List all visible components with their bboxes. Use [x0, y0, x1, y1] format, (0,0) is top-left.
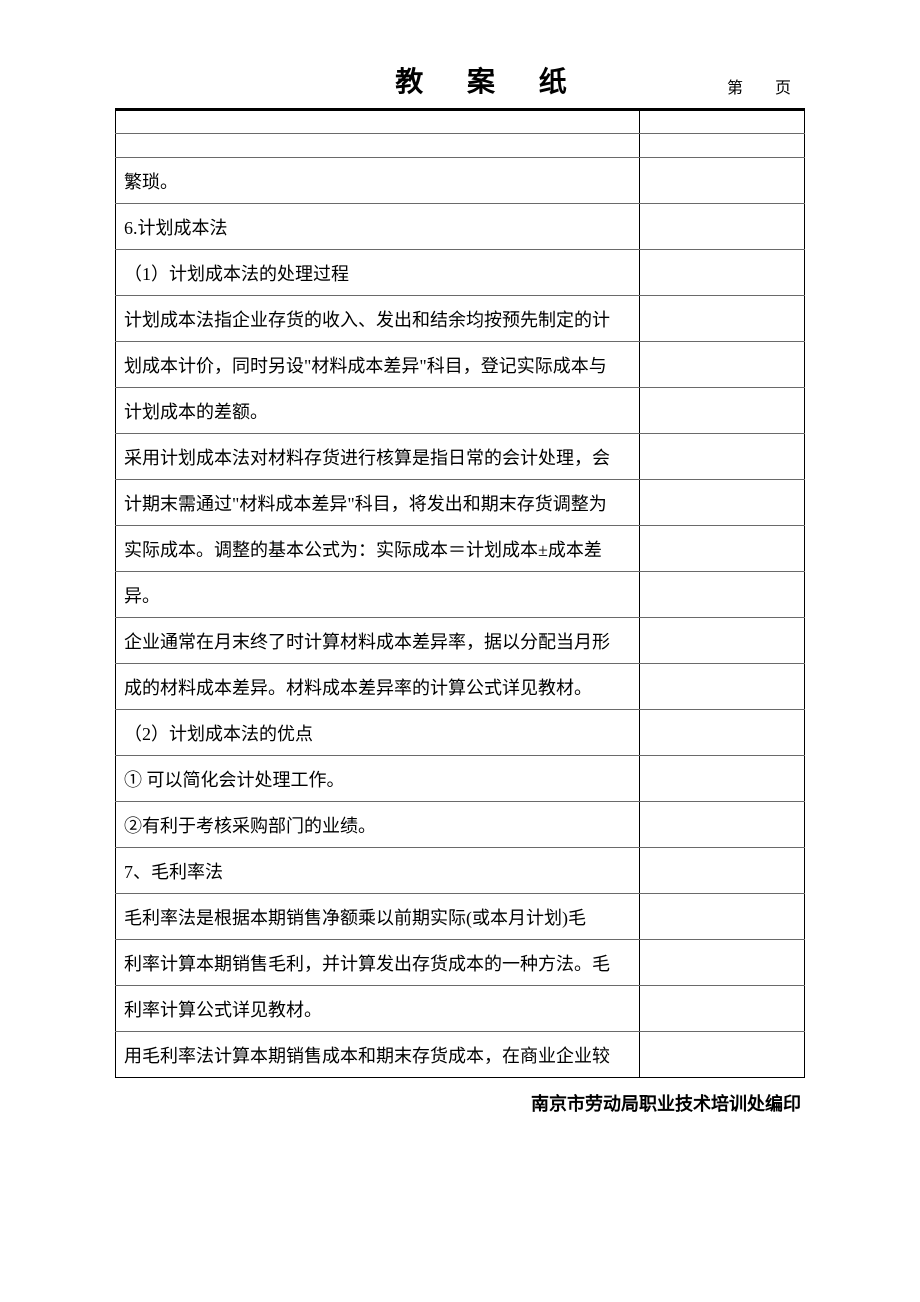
footer-text: 南京市劳动局职业技术培训处编印	[115, 1090, 805, 1116]
side-cell	[639, 342, 804, 388]
main-cell: 计划成本的差额。	[116, 388, 640, 434]
side-cell	[639, 894, 804, 940]
table-row	[116, 110, 805, 134]
main-cell: 成的材料成本差异。材料成本差异率的计算公式详见教材。	[116, 664, 640, 710]
side-cell	[639, 664, 804, 710]
main-cell: 用毛利率法计算本期销售成本和期末存货成本，在商业企业较	[116, 1032, 640, 1078]
table-row: 异。	[116, 572, 805, 618]
side-cell	[639, 158, 804, 204]
table-row: 6.计划成本法	[116, 204, 805, 250]
table-row: ① 可以简化会计处理工作。	[116, 756, 805, 802]
main-cell: 企业通常在月末终了时计算材料成本差异率，据以分配当月形	[116, 618, 640, 664]
side-cell	[639, 848, 804, 894]
table-row: 采用计划成本法对材料存货进行核算是指日常的会计处理，会	[116, 434, 805, 480]
main-cell: 实际成本。调整的基本公式为：实际成本＝计划成本±成本差	[116, 526, 640, 572]
side-cell	[639, 388, 804, 434]
page-container: 教 案 纸 第 页 繁琐。6.计划成本法（1）计划成本法的处理过程计划成本法指企…	[0, 0, 920, 1302]
side-cell	[639, 480, 804, 526]
table-row: 繁琐。	[116, 158, 805, 204]
side-cell	[639, 526, 804, 572]
table-row: （1）计划成本法的处理过程	[116, 250, 805, 296]
side-cell	[639, 134, 804, 158]
main-cell: 繁琐。	[116, 158, 640, 204]
main-cell: 采用计划成本法对材料存货进行核算是指日常的会计处理，会	[116, 434, 640, 480]
table-row: 用毛利率法计算本期销售成本和期末存货成本，在商业企业较	[116, 1032, 805, 1078]
table-row: 划成本计价，同时另设"材料成本差异"科目，登记实际成本与	[116, 342, 805, 388]
table-row: 实际成本。调整的基本公式为：实际成本＝计划成本±成本差	[116, 526, 805, 572]
side-cell	[639, 618, 804, 664]
side-cell	[639, 986, 804, 1032]
table-row	[116, 134, 805, 158]
main-cell	[116, 110, 640, 134]
main-cell: （1）计划成本法的处理过程	[116, 250, 640, 296]
title-row: 教 案 纸 第 页	[115, 60, 805, 100]
table-row: ②有利于考核采购部门的业绩。	[116, 802, 805, 848]
side-cell	[639, 250, 804, 296]
table-row: 计划成本的差额。	[116, 388, 805, 434]
table-row: 毛利率法是根据本期销售净额乘以前期实际(或本月计划)毛	[116, 894, 805, 940]
main-cell: 计划成本法指企业存货的收入、发出和结余均按预先制定的计	[116, 296, 640, 342]
table-row: 企业通常在月末终了时计算材料成本差异率，据以分配当月形	[116, 618, 805, 664]
main-cell: （2）计划成本法的优点	[116, 710, 640, 756]
table-row: 7、毛利率法	[116, 848, 805, 894]
table-row: 计划成本法指企业存货的收入、发出和结余均按预先制定的计	[116, 296, 805, 342]
side-cell	[639, 296, 804, 342]
side-cell	[639, 802, 804, 848]
main-cell: 利率计算本期销售毛利，并计算发出存货成本的一种方法。毛	[116, 940, 640, 986]
table-row: （2）计划成本法的优点	[116, 710, 805, 756]
side-cell	[639, 940, 804, 986]
side-cell	[639, 1032, 804, 1078]
side-cell	[639, 756, 804, 802]
table-row: 计期末需通过"材料成本差异"科目，将发出和期末存货调整为	[116, 480, 805, 526]
main-cell: 7、毛利率法	[116, 848, 640, 894]
table-body: 繁琐。6.计划成本法（1）计划成本法的处理过程计划成本法指企业存货的收入、发出和…	[116, 110, 805, 1078]
table-row: 利率计算本期销售毛利，并计算发出存货成本的一种方法。毛	[116, 940, 805, 986]
side-cell	[639, 572, 804, 618]
document-title: 教 案 纸	[395, 60, 585, 100]
side-cell	[639, 110, 804, 134]
main-cell	[116, 134, 640, 158]
main-cell: 计期末需通过"材料成本差异"科目，将发出和期末存货调整为	[116, 480, 640, 526]
main-cell: 划成本计价，同时另设"材料成本差异"科目，登记实际成本与	[116, 342, 640, 388]
page-number-label: 第 页	[727, 74, 805, 98]
main-cell: 异。	[116, 572, 640, 618]
main-cell: 利率计算公式详见教材。	[116, 986, 640, 1032]
side-cell	[639, 434, 804, 480]
side-cell	[639, 710, 804, 756]
table-row: 成的材料成本差异。材料成本差异率的计算公式详见教材。	[116, 664, 805, 710]
side-cell	[639, 204, 804, 250]
lesson-plan-table: 繁琐。6.计划成本法（1）计划成本法的处理过程计划成本法指企业存货的收入、发出和…	[115, 108, 805, 1078]
main-cell: 毛利率法是根据本期销售净额乘以前期实际(或本月计划)毛	[116, 894, 640, 940]
main-cell: ②有利于考核采购部门的业绩。	[116, 802, 640, 848]
main-cell: ① 可以简化会计处理工作。	[116, 756, 640, 802]
main-cell: 6.计划成本法	[116, 204, 640, 250]
table-row: 利率计算公式详见教材。	[116, 986, 805, 1032]
